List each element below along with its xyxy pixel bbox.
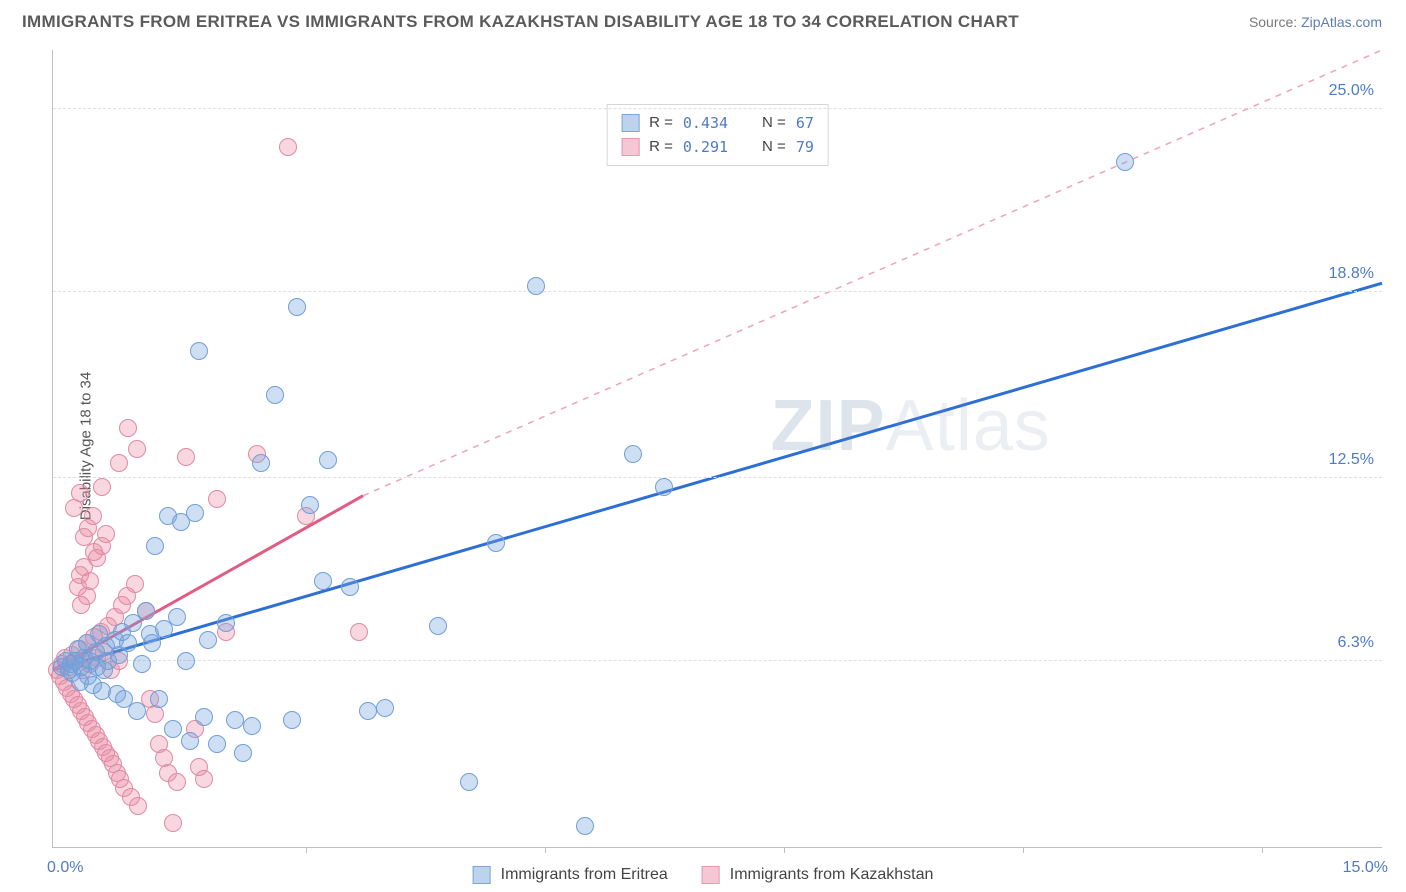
data-point [195, 770, 213, 788]
data-point [84, 507, 102, 525]
legend-r-value: 0.291 [683, 135, 728, 159]
data-point [190, 342, 208, 360]
data-point [177, 652, 195, 670]
data-point [146, 537, 164, 555]
grid-line [53, 291, 1382, 292]
data-point [487, 534, 505, 552]
data-point [243, 717, 261, 735]
legend-series-item: Immigrants from Eritrea [473, 866, 668, 884]
data-point [164, 814, 182, 832]
data-point [376, 699, 394, 717]
legend-stat-row: R = 0.291 N = 79 [621, 135, 814, 159]
x-tick-min: 0.0% [47, 859, 83, 877]
data-point [181, 732, 199, 750]
data-point [350, 623, 368, 641]
legend-r-label: R = [649, 135, 673, 159]
data-point [288, 298, 306, 316]
legend-n-value: 79 [796, 135, 814, 159]
data-point [126, 575, 144, 593]
grid-line [53, 660, 1382, 661]
data-point [128, 702, 146, 720]
data-point [279, 138, 297, 156]
legend-n-value: 67 [796, 111, 814, 135]
data-point [97, 525, 115, 543]
data-point [168, 773, 186, 791]
data-point [195, 708, 213, 726]
data-point [133, 655, 151, 673]
source-attribution: Source: ZipAtlas.com [1249, 14, 1382, 30]
legend-series-item: Immigrants from Kazakhstan [702, 866, 934, 884]
source-label: Source: [1249, 14, 1301, 30]
data-point [93, 478, 111, 496]
data-point [266, 386, 284, 404]
legend-swatch [621, 114, 639, 132]
legend-n-label: N = [762, 111, 786, 135]
trend-line [363, 50, 1382, 496]
data-point [164, 720, 182, 738]
data-point [71, 484, 89, 502]
data-point [283, 711, 301, 729]
watermark: ZIPAtlas [771, 385, 1051, 467]
legend-series-label: Immigrants from Kazakhstan [730, 866, 934, 884]
data-point [119, 419, 137, 437]
data-point [359, 702, 377, 720]
data-point [234, 744, 252, 762]
data-point [314, 572, 332, 590]
data-point [177, 448, 195, 466]
source-link[interactable]: ZipAtlas.com [1301, 14, 1382, 30]
grid-line [53, 108, 1382, 109]
legend-series-label: Immigrants from Eritrea [501, 866, 668, 884]
legend-r-label: R = [649, 111, 673, 135]
legend-swatch [702, 866, 720, 884]
legend-series: Immigrants from Eritrea Immigrants from K… [473, 866, 934, 884]
legend-swatch [621, 138, 639, 156]
x-tick-mark [784, 847, 785, 853]
data-point [655, 478, 673, 496]
data-point [168, 608, 186, 626]
y-tick-label: 18.8% [1329, 265, 1374, 283]
data-point [137, 602, 155, 620]
data-point [217, 614, 235, 632]
x-tick-mark [1262, 847, 1263, 853]
data-point [429, 617, 447, 635]
data-point [252, 454, 270, 472]
y-tick-label: 25.0% [1329, 82, 1374, 100]
data-point [1116, 153, 1134, 171]
chart-title: IMMIGRANTS FROM ERITREA VS IMMIGRANTS FR… [22, 12, 1019, 32]
data-point [301, 496, 319, 514]
x-tick-mark [1023, 847, 1024, 853]
data-point [226, 711, 244, 729]
legend-swatch [473, 866, 491, 884]
data-point [81, 572, 99, 590]
watermark-atlas: Atlas [886, 386, 1051, 466]
data-point [150, 690, 168, 708]
legend-stat-row: R = 0.434 N = 67 [621, 111, 814, 135]
data-point [319, 451, 337, 469]
grid-line [53, 477, 1382, 478]
data-point [128, 440, 146, 458]
data-point [527, 277, 545, 295]
plot-area: ZIPAtlas R = 0.434N = 67R = 0.291N = 79 … [52, 50, 1382, 848]
data-point [186, 504, 204, 522]
data-point [199, 631, 217, 649]
legend-n-label: N = [762, 135, 786, 159]
y-tick-label: 12.5% [1329, 451, 1374, 469]
x-tick-mark [306, 847, 307, 853]
data-point [624, 445, 642, 463]
legend-r-value: 0.434 [683, 111, 728, 135]
data-point [143, 634, 161, 652]
x-tick-max: 15.0% [1343, 859, 1388, 877]
data-point [460, 773, 478, 791]
data-point [129, 797, 147, 815]
data-point [341, 578, 359, 596]
watermark-zip: ZIP [771, 386, 886, 466]
data-point [119, 634, 137, 652]
y-tick-label: 6.3% [1338, 634, 1374, 652]
data-point [208, 490, 226, 508]
data-point [208, 735, 226, 753]
data-point [110, 454, 128, 472]
legend-stats: R = 0.434 N = 67 R = 0.291 N = 79 [606, 104, 829, 166]
x-tick-mark [545, 847, 546, 853]
data-point [576, 817, 594, 835]
